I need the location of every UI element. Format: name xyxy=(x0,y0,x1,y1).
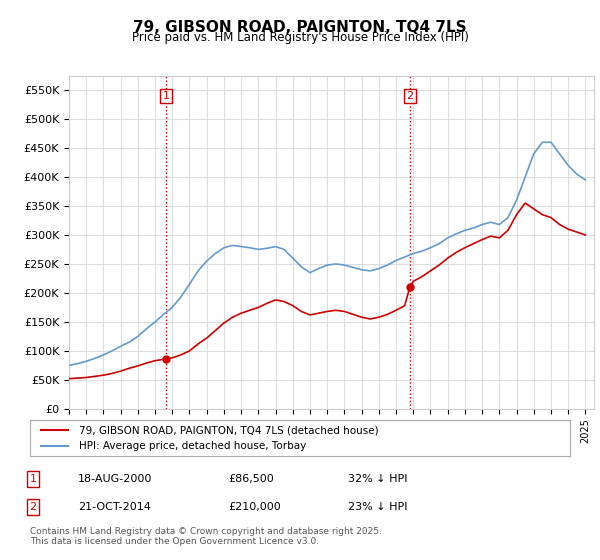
Text: 21-OCT-2014: 21-OCT-2014 xyxy=(78,502,151,512)
Text: £210,000: £210,000 xyxy=(228,502,281,512)
Text: 1: 1 xyxy=(29,474,37,484)
Text: 32% ↓ HPI: 32% ↓ HPI xyxy=(348,474,407,484)
Text: 79, GIBSON ROAD, PAIGNTON, TQ4 7LS: 79, GIBSON ROAD, PAIGNTON, TQ4 7LS xyxy=(133,20,467,35)
Text: 79, GIBSON ROAD, PAIGNTON, TQ4 7LS (detached house): 79, GIBSON ROAD, PAIGNTON, TQ4 7LS (deta… xyxy=(79,425,378,435)
Text: 23% ↓ HPI: 23% ↓ HPI xyxy=(348,502,407,512)
Text: Price paid vs. HM Land Registry's House Price Index (HPI): Price paid vs. HM Land Registry's House … xyxy=(131,31,469,44)
Text: Contains HM Land Registry data © Crown copyright and database right 2025.
This d: Contains HM Land Registry data © Crown c… xyxy=(30,526,382,546)
Text: 2: 2 xyxy=(29,502,37,512)
Text: 18-AUG-2000: 18-AUG-2000 xyxy=(78,474,152,484)
Text: 1: 1 xyxy=(163,91,169,101)
Text: 2: 2 xyxy=(406,91,413,101)
Text: £86,500: £86,500 xyxy=(228,474,274,484)
Text: HPI: Average price, detached house, Torbay: HPI: Average price, detached house, Torb… xyxy=(79,441,306,451)
